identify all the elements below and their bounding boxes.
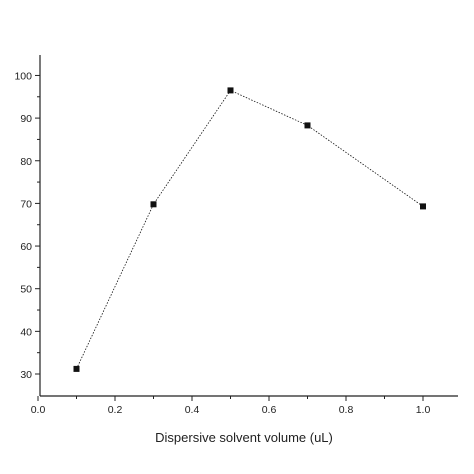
x-tick-label: 1.0 [416, 404, 431, 416]
series-lines [76, 89, 424, 370]
axes [39, 55, 458, 397]
data-point [150, 201, 157, 208]
x-ticks: 0.0 0.2 0.4 0.6 0.8 1.0 [31, 396, 431, 416]
series-points [73, 87, 426, 372]
y-tick-label: 100 [14, 70, 32, 82]
y-tick-label: 50 [20, 284, 32, 296]
x-tick-label: 0.0 [31, 404, 46, 416]
series-line [76, 89, 424, 370]
data-point [227, 87, 234, 94]
y-tick-label: 80 [20, 156, 32, 168]
y-tick-label: 40 [20, 326, 32, 338]
y-tick-label: 70 [20, 198, 32, 210]
x-tick-label: 0.6 [262, 404, 277, 416]
x-tick-label: 0.4 [185, 404, 200, 416]
y-tick-label: 30 [20, 369, 32, 381]
x-tick-label: 0.8 [339, 404, 354, 416]
y-tick-label: 90 [20, 113, 32, 125]
y-tick-label: 60 [20, 241, 32, 253]
x-axis-title: Dispersive solvent volume (uL) [155, 430, 333, 445]
data-point [304, 122, 311, 129]
y-ticks: 30 40 50 60 70 80 90 100 [14, 70, 40, 381]
data-point [420, 203, 426, 210]
data-point [73, 365, 80, 372]
x-tick-label: 0.2 [108, 404, 123, 416]
